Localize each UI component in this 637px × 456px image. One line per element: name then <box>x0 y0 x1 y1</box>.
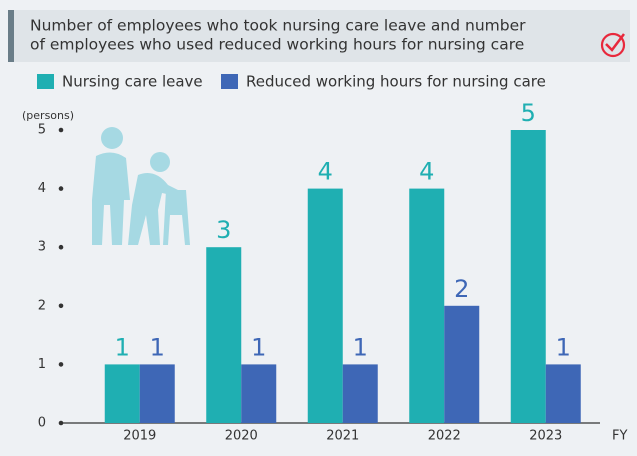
bar <box>308 189 343 423</box>
title-accent <box>8 10 14 62</box>
value-label: 3 <box>216 216 231 244</box>
x-tick-label: 2022 <box>428 429 461 444</box>
y-tick-label: 4 <box>38 181 46 196</box>
y-tick-mark <box>59 362 64 367</box>
bar <box>343 364 378 423</box>
y-axis-label: (persons) <box>22 109 74 122</box>
bar <box>105 364 140 423</box>
chart-title: of employees who used reduced working ho… <box>30 36 524 54</box>
value-label: 1 <box>556 333 571 361</box>
value-label: 1 <box>115 333 130 361</box>
legend-swatch <box>37 74 54 89</box>
value-label: 4 <box>318 158 333 186</box>
y-tick-label: 5 <box>38 123 46 138</box>
value-label: 5 <box>521 99 536 127</box>
value-label: 1 <box>251 333 266 361</box>
bar <box>444 306 479 423</box>
chart-title: Number of employees who took nursing car… <box>30 17 526 35</box>
y-tick-mark <box>59 304 64 309</box>
legend-label: Reduced working hours for nursing care <box>246 73 546 91</box>
x-axis-label: FY <box>612 429 627 444</box>
x-tick-label: 2021 <box>326 429 359 444</box>
bar <box>140 364 175 423</box>
value-label: 1 <box>150 333 165 361</box>
y-tick-label: 1 <box>38 357 46 372</box>
bar <box>546 364 581 423</box>
x-tick-label: 2023 <box>529 429 562 444</box>
x-tick-label: 2020 <box>225 429 258 444</box>
bar <box>206 247 241 423</box>
bar <box>409 189 444 423</box>
value-label: 4 <box>419 158 434 186</box>
bar <box>511 130 546 423</box>
value-label: 2 <box>454 275 469 303</box>
bar <box>241 364 276 423</box>
chart: Number of employees who took nursing car… <box>0 0 637 456</box>
y-tick-label: 2 <box>38 298 46 313</box>
y-tick-label: 3 <box>38 240 46 255</box>
y-tick-mark <box>59 245 64 250</box>
x-tick-label: 2019 <box>123 429 156 444</box>
legend-label: Nursing care leave <box>62 73 203 91</box>
y-tick-mark <box>59 128 64 133</box>
legend-swatch <box>221 74 238 89</box>
value-label: 1 <box>353 333 368 361</box>
y-tick-mark <box>59 186 64 191</box>
y-tick-label: 0 <box>38 416 46 431</box>
